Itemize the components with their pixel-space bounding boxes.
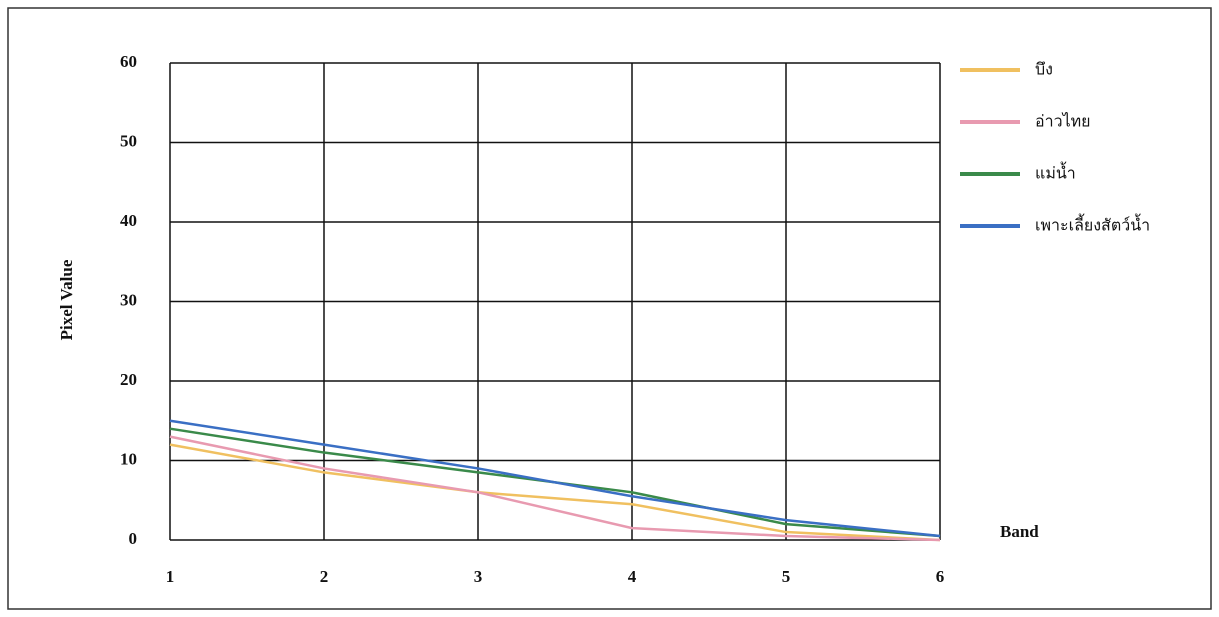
x-tick-label: 4 <box>628 567 637 586</box>
legend-label: แม่น้ำ <box>1035 162 1076 183</box>
series-line <box>170 445 940 540</box>
y-axis-label: Pixel Value <box>57 259 76 340</box>
x-tick-label: 3 <box>474 567 483 586</box>
y-tick-label: 30 <box>120 290 137 309</box>
x-tick-label: 1 <box>166 567 175 586</box>
y-tick-label: 0 <box>129 529 138 548</box>
chart: Band Pixel Value 0 10 20 30 40 50 60 1 2 3 4 5 6 บึงอ… <box>0 0 1219 617</box>
x-tick-label: 5 <box>782 567 791 586</box>
x-axis-label: Band <box>1000 522 1039 541</box>
frame <box>8 8 1211 609</box>
y-tick-label: 50 <box>120 131 137 150</box>
x-tick-label: 2 <box>320 567 329 586</box>
legend-label: เพาะเลี้ยงสัตว์น้ำ <box>1035 214 1150 235</box>
legend-label: บึง <box>1035 60 1053 79</box>
legend-label: อ่าวไทย <box>1035 112 1091 131</box>
series-line <box>170 421 940 536</box>
y-tick-label: 60 <box>120 52 137 71</box>
y-tick-label: 20 <box>120 370 137 389</box>
y-tick-label: 10 <box>120 449 137 468</box>
y-tick-label: 40 <box>120 211 137 230</box>
x-tick-label: 6 <box>936 567 945 586</box>
